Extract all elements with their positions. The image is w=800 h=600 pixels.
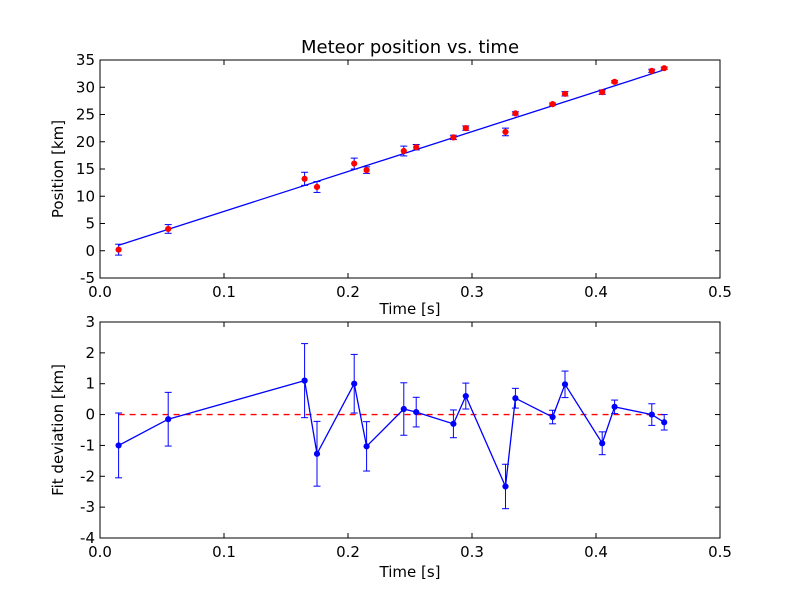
- deviation-data-point: [549, 413, 556, 421]
- position-y-tick-label: 25: [76, 106, 95, 124]
- position-y-axis-label: Position [km]: [49, 120, 67, 218]
- deviation-x-tick-label: 0.2: [336, 543, 360, 561]
- position-y-tick-label: -5: [80, 269, 95, 287]
- deviation-x-tick-label: 0.1: [212, 543, 236, 561]
- position-x-tick-label: 0.1: [212, 283, 236, 301]
- deviation-axes-frame: [99, 321, 721, 539]
- position-data-point: [648, 67, 655, 75]
- deviation-y-axis-label: Fit deviation [km]: [49, 364, 67, 496]
- position-x-tick-label: 0.4: [584, 283, 608, 301]
- position-data-point: [413, 144, 420, 151]
- deviation-y-tick-label: -4: [80, 529, 95, 547]
- fit-line: [118, 69, 665, 246]
- position-x-tick-label: 0.5: [708, 283, 732, 301]
- position-plot-area: 0.0 0.1 0.2 0.3 0.4 0.5 -5 0 5 10 15 20 25 30 35: [76, 51, 732, 301]
- deviation-y-tick-label: 3: [85, 313, 95, 331]
- position-data-point: [301, 175, 308, 182]
- position-y-tick-label: 5: [85, 215, 95, 233]
- deviation-data-point: [648, 411, 655, 418]
- position-y-tick-label: 30: [76, 78, 95, 96]
- deviation-data-point: [512, 395, 519, 402]
- deviation-data-point: [611, 403, 618, 410]
- deviation-y-tick-label: -2: [80, 467, 95, 485]
- position-chart: Meteor position vs. time 0.0 0.1 0.2 0.3 0.4…: [49, 37, 732, 318]
- deviation-y-tick-label: 2: [85, 344, 95, 362]
- position-data-point: [661, 65, 668, 72]
- position-y-tick-label: 10: [76, 187, 95, 205]
- position-data-point: [363, 166, 370, 174]
- position-data-point: [611, 78, 618, 85]
- deviation-y-tick-label: 1: [85, 375, 95, 393]
- deviation-y-tick-label: 0: [85, 406, 95, 424]
- position-data-point: [313, 183, 321, 191]
- position-data-point: [165, 225, 172, 233]
- chart-title: Meteor position vs. time: [301, 37, 519, 58]
- position-y-tick-label: 0: [85, 242, 95, 260]
- deviation-data-point: [661, 419, 668, 426]
- deviation-series-line: [118, 379, 665, 489]
- deviation-data-point: [450, 420, 457, 427]
- position-x-tick-label: 0.0: [88, 283, 112, 301]
- deviation-data-point: [351, 380, 358, 387]
- deviation-x-tick-label: 0.3: [460, 543, 484, 561]
- position-data-point: [599, 89, 606, 96]
- deviation-data-point: [400, 405, 407, 413]
- deviation-x-axis-label: Time [s]: [379, 563, 441, 581]
- position-data-point: [512, 110, 519, 117]
- deviation-x-tick-label: 0.5: [708, 543, 732, 561]
- deviation-data-point: [115, 442, 122, 449]
- position-axes-frame: [99, 59, 721, 279]
- position-y-tick-label: 20: [76, 133, 95, 151]
- position-data-point: [400, 147, 407, 155]
- position-x-tick-label: 0.2: [336, 283, 360, 301]
- position-data-point: [502, 128, 509, 136]
- position-data-point: [351, 160, 358, 167]
- deviation-data-point: [502, 483, 509, 490]
- deviation-data-point: [561, 381, 569, 388]
- position-data-point: [549, 101, 556, 108]
- deviation-x-tick-label: 0.0: [88, 543, 112, 561]
- deviation-data-point: [363, 443, 370, 450]
- deviation-y-tick-label: -3: [80, 498, 95, 516]
- deviation-data-point: [165, 416, 172, 423]
- position-data-point: [115, 246, 122, 253]
- deviation-data-point: [313, 450, 321, 457]
- position-data-point: [462, 125, 469, 132]
- deviation-y-tick-label: -1: [80, 436, 95, 454]
- deviation-data-point: [599, 440, 606, 447]
- position-data-point: [450, 134, 457, 141]
- deviation-x-tick-label: 0.4: [584, 543, 608, 561]
- position-x-tick-label: 0.3: [460, 283, 484, 301]
- position-y-tick-label: 15: [76, 160, 95, 178]
- position-data-point: [561, 90, 569, 97]
- deviation-plot-area: 0.0 0.1 0.2 0.3 0.4 0.5 -4 -3 -2 -1 0 1 2 3: [80, 313, 732, 561]
- position-x-axis-label: Time [s]: [379, 300, 441, 318]
- deviation-data-point: [301, 377, 308, 384]
- position-y-tick-label: 35: [76, 51, 95, 69]
- deviation-data-point: [462, 392, 469, 400]
- deviation-data-point: [413, 409, 420, 416]
